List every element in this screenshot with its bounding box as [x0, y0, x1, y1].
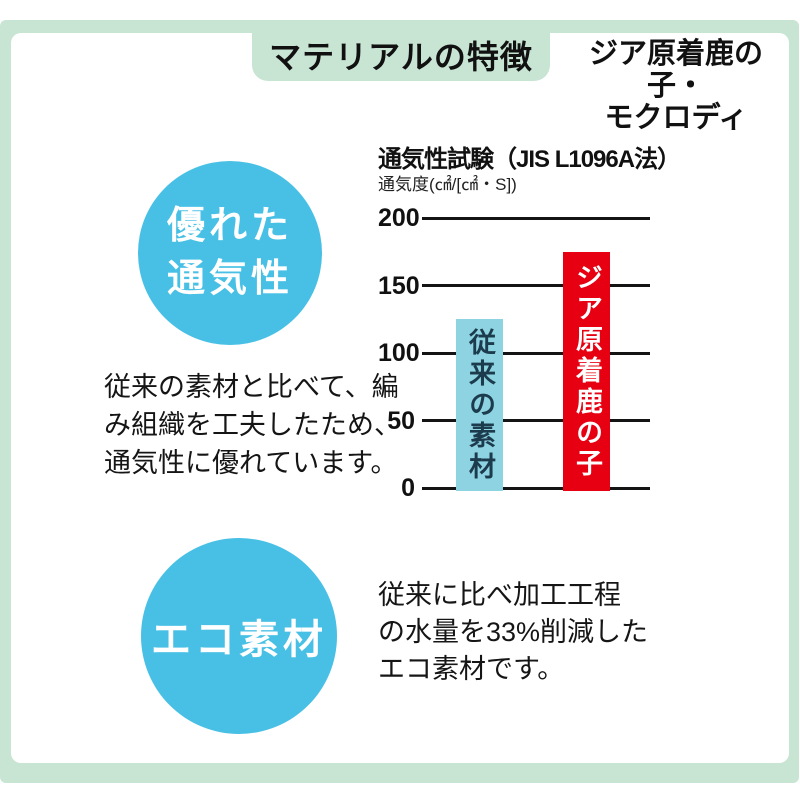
chart-bar-1: ジア原着鹿の子: [563, 251, 610, 491]
chart-bar-label-1: ジア原着鹿の子: [572, 262, 602, 480]
eco-description: 従来に比べ加工工程 の水量を33%削減した エコ素材です。: [378, 580, 649, 684]
chart-y-tick-label: 50: [387, 406, 415, 435]
product-name-line-2: モクロディ: [604, 102, 748, 134]
chart-grid-line: [422, 284, 650, 287]
page-frame-inner: [11, 33, 789, 763]
page-frame: [0, 20, 799, 783]
chart-bar-0: 従来の素材: [456, 319, 503, 491]
chart-bar-label-0: 従来の素材: [465, 327, 495, 483]
chart-y-tick-label: 200: [378, 204, 420, 232]
chart-grid-line: [422, 486, 650, 490]
chart-grid-line: [422, 216, 650, 220]
product-name: ジア原着鹿の子・ モクロディ: [563, 38, 789, 134]
chart-y-tick-label: 100: [378, 339, 420, 367]
breathability-badge-line-1: 優れた: [166, 205, 293, 247]
chart-title: 通気性試験（JIS L1096A法）: [378, 146, 681, 173]
chart-y-tick-label: 150: [378, 271, 420, 300]
chart-grid-line: [422, 419, 650, 422]
section-title-tab: マテリアルの特徴: [252, 20, 550, 81]
chart-grid-line: [422, 351, 650, 355]
eco-badge-text: エコ素材: [151, 618, 327, 662]
chart-unit-label: 通気度(㎠/[㎠・S]): [378, 175, 517, 194]
breathability-badge: 優れた 通気性: [138, 161, 322, 345]
breathability-badge-line-2: 通気性: [166, 258, 293, 300]
breathability-description: 従来の素材と比べて、編 み組織を工夫したため、 通気性に優れています。: [104, 372, 401, 478]
eco-badge: エコ素材: [141, 538, 337, 734]
bar-chart-plot: 200 150 100 50 0 従来の素材 ジア原着鹿の子: [378, 204, 660, 502]
chart-y-tick-label: 0: [401, 474, 415, 502]
product-name-line-1: ジア原着鹿の子・: [588, 38, 763, 102]
section-title-text: マテリアルの特徴: [269, 38, 533, 75]
